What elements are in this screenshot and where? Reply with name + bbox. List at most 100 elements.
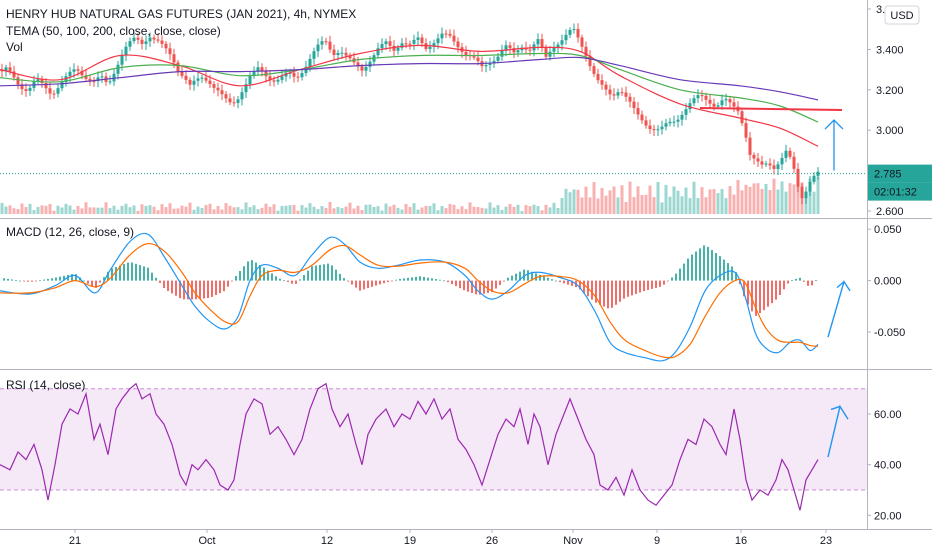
candle-body xyxy=(216,87,220,91)
volume-bar xyxy=(180,205,184,214)
macd-histogram-bar xyxy=(87,280,89,284)
macd-histogram-bar xyxy=(515,273,517,281)
volume-bar xyxy=(368,204,372,214)
candle-body xyxy=(204,77,208,81)
volume-bar xyxy=(432,203,436,214)
macd-histogram-bar xyxy=(359,280,361,291)
macd-histogram-bar xyxy=(783,280,785,290)
macd-histogram-bar xyxy=(667,280,669,282)
candle-body xyxy=(436,38,440,44)
macd-series-line xyxy=(0,242,819,359)
macd-histogram-bar xyxy=(211,280,213,297)
rsi-legend: RSI (14, close) xyxy=(6,378,85,392)
volume-bar xyxy=(160,204,164,214)
volume-bar xyxy=(268,206,272,214)
macd-histogram-bar xyxy=(635,280,637,294)
candle-body xyxy=(720,100,724,106)
candle-body xyxy=(628,96,632,102)
macd-histogram-bar xyxy=(187,280,189,300)
candle-body xyxy=(16,77,20,85)
volume-bar xyxy=(512,206,516,214)
macd-histogram-bar xyxy=(551,279,553,281)
macd-histogram-bar xyxy=(623,280,625,299)
macd-histogram-bar xyxy=(799,277,801,281)
macd-histogram-bar xyxy=(299,279,301,281)
volume-bar xyxy=(536,206,540,214)
candle-body xyxy=(664,123,668,127)
candle-body xyxy=(572,28,576,30)
candle-body xyxy=(128,41,132,47)
candle-body xyxy=(84,75,88,79)
candle-body xyxy=(268,76,272,81)
macd-histogram-bar xyxy=(23,280,25,282)
candle-body xyxy=(816,171,820,176)
volume-bar xyxy=(364,204,368,214)
volume-bar xyxy=(608,190,612,214)
volume-bar xyxy=(100,207,104,214)
candle-body xyxy=(608,89,612,95)
volume-bar xyxy=(548,207,552,214)
candle-body xyxy=(584,46,588,56)
time-tick-label: Nov xyxy=(563,535,583,547)
candle-body xyxy=(492,60,496,64)
volume-bar xyxy=(152,206,156,214)
last-price-label: 2.785 xyxy=(874,169,902,181)
candle-body xyxy=(72,69,76,72)
candle-body xyxy=(624,92,628,97)
candle-body xyxy=(348,55,352,59)
macd-histogram-bar xyxy=(735,272,737,281)
macd-histogram-bar xyxy=(167,280,169,292)
volume-bar xyxy=(272,204,276,214)
macd-histogram-bar xyxy=(195,280,197,300)
volume-bar xyxy=(44,205,48,214)
volume-bar xyxy=(452,204,456,214)
candle-body xyxy=(292,72,296,77)
volume-bar xyxy=(248,207,252,214)
volume-bar xyxy=(200,207,204,214)
candle-body xyxy=(776,164,780,169)
volume-bar xyxy=(492,207,496,214)
volume-bar xyxy=(400,209,404,214)
macd-histogram-bar xyxy=(291,280,293,284)
volume-bar xyxy=(768,190,772,214)
macd-histogram-bar xyxy=(711,249,713,281)
volume-bar xyxy=(172,208,176,214)
volume-bar xyxy=(644,194,648,214)
volume-bar xyxy=(308,203,312,214)
macd-histogram-bar xyxy=(175,280,177,296)
macd-histogram-bar xyxy=(391,280,393,282)
macd-histogram-bar xyxy=(83,280,85,282)
macd-histogram-bar xyxy=(607,280,609,309)
macd-histogram-bar xyxy=(503,280,505,282)
rsi-tick-label: 20.00 xyxy=(874,510,902,522)
candle-body xyxy=(728,99,732,103)
candle-body xyxy=(88,78,92,82)
candle-body xyxy=(168,48,172,55)
candle-body xyxy=(336,52,340,56)
candle-body xyxy=(696,95,700,99)
macd-histogram-bar xyxy=(431,278,433,281)
volume-bar xyxy=(376,206,380,214)
candle-body xyxy=(752,154,756,159)
volume-bar xyxy=(252,205,256,214)
candle-body xyxy=(360,66,364,71)
macd-histogram-bar xyxy=(571,280,573,286)
candle-body xyxy=(248,75,252,85)
candle-body xyxy=(312,51,316,59)
countdown-tag xyxy=(868,182,932,201)
volume-bar xyxy=(136,210,140,214)
candle-body xyxy=(180,71,184,76)
macd-histogram-bar xyxy=(703,245,705,281)
macd-histogram-bar xyxy=(335,269,337,281)
candle-body xyxy=(472,56,476,58)
volume-bar xyxy=(736,179,740,214)
candle-body xyxy=(564,34,568,41)
candle-body xyxy=(476,57,480,62)
candle-body xyxy=(500,50,504,57)
candle-body xyxy=(184,75,188,80)
macd-histogram-bar xyxy=(755,280,757,316)
volume-bar xyxy=(116,209,120,214)
volume-bar xyxy=(216,206,220,214)
volume-bar xyxy=(484,208,488,214)
